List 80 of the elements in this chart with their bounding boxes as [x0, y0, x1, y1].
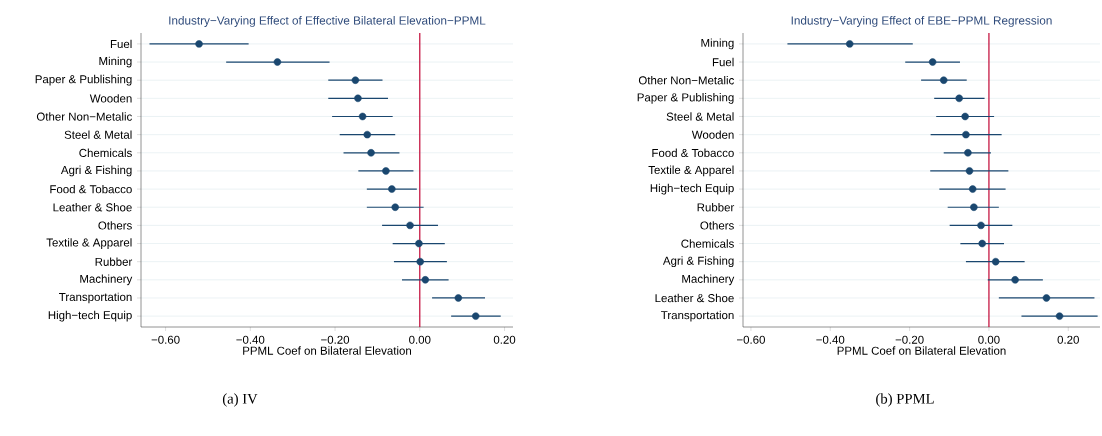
point [416, 257, 424, 266]
x-axis-title: PPML Coef on Bilateral Elevation [243, 346, 411, 355]
y-tick-label: Mining [99, 56, 132, 68]
point [977, 221, 985, 230]
y-tick-label: Machinery [682, 274, 735, 286]
y-tick-label: Fuel [110, 39, 132, 49]
x-tick-label: 0.00 [409, 335, 431, 344]
point [471, 312, 480, 320]
x-tick-label: −0.60 [737, 335, 765, 344]
x-axis-title: PPML Coef on Bilateral Elevation [837, 346, 1006, 355]
point [962, 130, 970, 139]
x-tick-label: −0.60 [151, 335, 180, 344]
y-tick-label: Paper & Publishing [637, 93, 734, 104]
chart-title: Industry−Varying Effect of EBE−PPML Regression [791, 16, 1052, 27]
y-tick-label: Textile & Apparel [648, 165, 734, 177]
y-tick-label: Other Non−Metalic [36, 112, 132, 121]
point [968, 185, 977, 193]
x-tick-label: −0.20 [321, 335, 350, 344]
y-tick-label: Paper & Publishing [35, 74, 132, 86]
point [358, 112, 367, 121]
y-tick-label: Wooden [691, 130, 734, 139]
x-tick-label: −0.40 [816, 335, 845, 344]
point [406, 221, 414, 230]
point [382, 167, 390, 175]
y-tick-label: Rubber [697, 203, 735, 212]
y-tick-label: Rubber [95, 257, 133, 266]
x-tick-label: 0.00 [978, 335, 1000, 344]
point [354, 94, 362, 103]
y-tick-label: Agri & Fishing [662, 256, 734, 268]
point [363, 130, 371, 139]
y-tick-label: High−tech Equip [48, 310, 132, 322]
point [1042, 294, 1051, 302]
point [367, 149, 375, 157]
text: (b) PPML [876, 393, 934, 407]
x-tick-label: 0.20 [1057, 335, 1079, 344]
y-tick-label: Leather & Shoe [655, 293, 734, 303]
point [955, 94, 963, 103]
text: (a) IV [222, 393, 258, 407]
point [928, 58, 937, 66]
point [391, 203, 399, 211]
y-tick-label: Wooden [89, 94, 132, 103]
point [421, 276, 430, 284]
point [965, 167, 974, 175]
y-tick-label: Chemicals [79, 148, 132, 157]
y-tick-label: Chemicals [681, 239, 734, 248]
point [351, 76, 360, 84]
y-tick-label: Food & Tobacco [652, 148, 734, 157]
x-tick-label: 0.20 [493, 335, 516, 344]
y-tick-label: Agri & Fishing [60, 165, 132, 177]
y-tick-label: Steel & Metal [64, 130, 132, 139]
point [978, 239, 986, 248]
x-tick-label: −0.40 [236, 335, 265, 344]
y-tick-label: Leather & Shoe [53, 203, 132, 212]
point [939, 76, 948, 84]
point [964, 149, 972, 157]
y-tick-label: Transportation [59, 292, 132, 304]
y-tick-label: Steel & Metal [666, 112, 734, 121]
point [415, 239, 423, 248]
x-tick-label: −0.20 [895, 335, 924, 344]
point [454, 294, 463, 302]
y-tick-label: Other Non−Metalic [638, 75, 734, 85]
point [273, 58, 282, 66]
y-tick-label: Mining [701, 38, 734, 50]
y-tick-label: Textile & Apparel [46, 238, 132, 249]
y-tick-label: Others [700, 221, 734, 230]
point [961, 112, 969, 121]
point [1055, 312, 1064, 320]
y-tick-label: Transportation [661, 310, 734, 322]
point [388, 185, 396, 193]
point [991, 257, 1000, 266]
y-tick-label: Food & Tobacco [50, 184, 132, 194]
y-tick-label: High−tech Equip [650, 183, 734, 195]
y-tick-label: Others [98, 221, 132, 230]
point [1011, 276, 1019, 284]
y-tick-label: Fuel [712, 57, 734, 67]
point [195, 40, 203, 48]
y-tick-label: Machinery [80, 274, 133, 286]
point [970, 203, 978, 211]
chart-title: Industry−Varying Effect of Effective Bilateral Elevation−PPML [169, 16, 486, 27]
point [845, 40, 854, 48]
